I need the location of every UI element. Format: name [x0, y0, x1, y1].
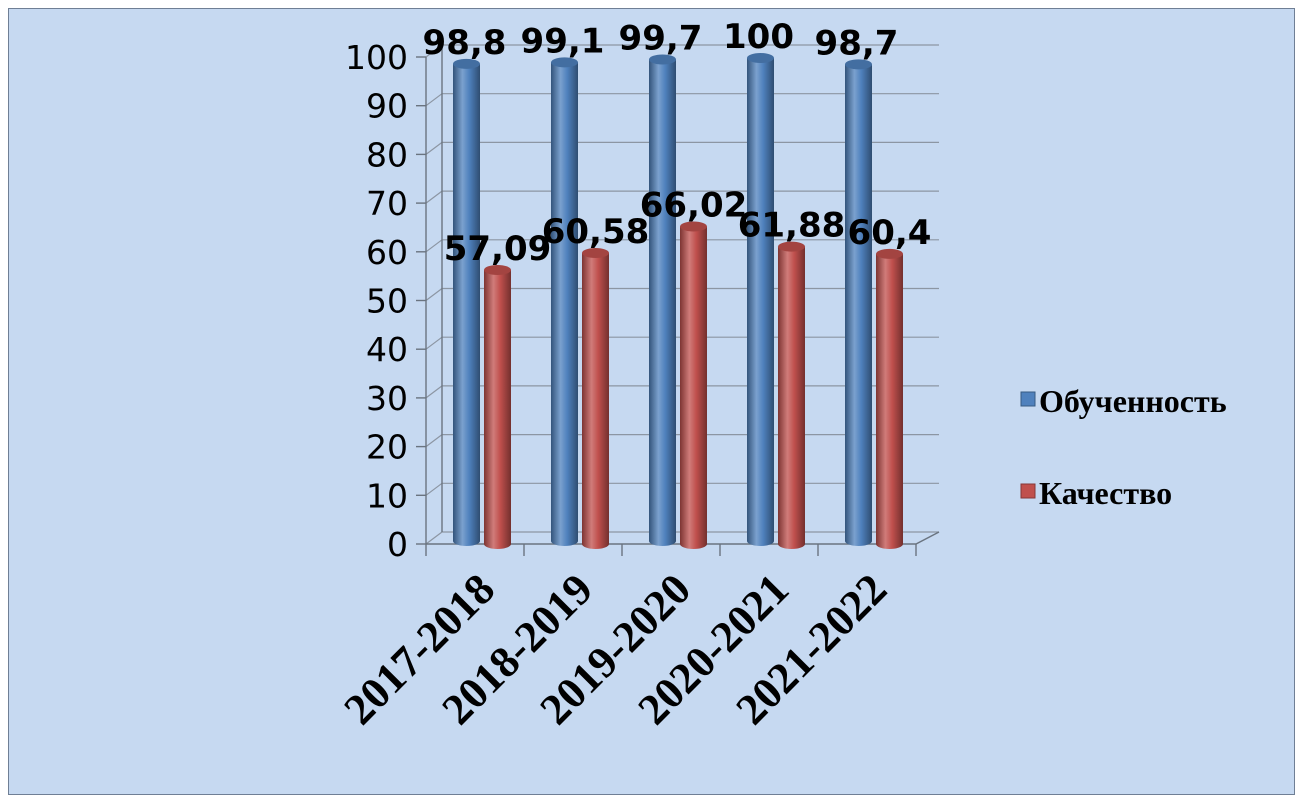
- legend-swatch: [1020, 391, 1036, 407]
- y-tick-label: 70: [366, 184, 408, 223]
- data-label: 98,7: [815, 23, 899, 63]
- data-label: 57,09: [444, 229, 552, 269]
- data-labels: 98,8 57,09 99,1 60,58 99,7 66,02 100 61,88 98,7 6…: [423, 17, 932, 269]
- legend-item: Качество: [1020, 475, 1172, 511]
- y-tick-label: 80: [366, 135, 408, 174]
- bar: [649, 54, 676, 546]
- y-tick-label: 20: [366, 428, 408, 467]
- data-label: 99,7: [619, 18, 703, 58]
- legend-label: Обученность: [1039, 383, 1227, 419]
- y-tick-label: 60: [366, 233, 408, 272]
- bar: [484, 264, 511, 549]
- y-tick-label: 10: [366, 476, 408, 515]
- data-label: 99,1: [521, 21, 605, 61]
- bar: [845, 59, 872, 547]
- legend-swatch: [1020, 483, 1036, 499]
- legend-item: Обученность: [1020, 383, 1227, 419]
- y-tick-label: 0: [387, 525, 408, 564]
- bar: [453, 58, 480, 547]
- bar: [680, 221, 707, 549]
- data-label: 100: [723, 17, 794, 57]
- data-label: 60,58: [542, 212, 650, 252]
- y-tick-label: 50: [366, 282, 408, 321]
- bar: [778, 241, 805, 549]
- y-tick-label: 90: [366, 87, 408, 126]
- chart-frame: 0 10 20 30 40 50 60 70 80 90 100 98,8 57,09 99,1 60,5…: [8, 8, 1295, 795]
- data-label: 61,88: [738, 206, 846, 246]
- y-axis-line: [425, 45, 443, 544]
- bars: [453, 53, 903, 550]
- bar: [747, 53, 774, 546]
- y-tick-label: 30: [366, 379, 408, 418]
- y-tick-label: 100: [345, 38, 408, 77]
- data-label: 98,8: [423, 23, 507, 63]
- legend-label: Качество: [1039, 475, 1172, 511]
- legend: Обученность Качество: [1020, 383, 1227, 511]
- data-label: 60,4: [848, 213, 932, 253]
- bar: [551, 57, 578, 547]
- bar: [876, 248, 903, 550]
- chart-svg: 0 10 20 30 40 50 60 70 80 90 100 98,8 57,09 99,1 60,5…: [335, 17, 1227, 734]
- y-axis-tick-labels: 0 10 20 30 40 50 60 70 80 90 100: [345, 38, 408, 564]
- data-label: 66,02: [640, 185, 748, 225]
- bar: [582, 247, 609, 549]
- y-tick-label: 40: [366, 330, 408, 369]
- x-axis-category-labels: 2017-20182018-20192019-20202020-20212021…: [335, 564, 896, 733]
